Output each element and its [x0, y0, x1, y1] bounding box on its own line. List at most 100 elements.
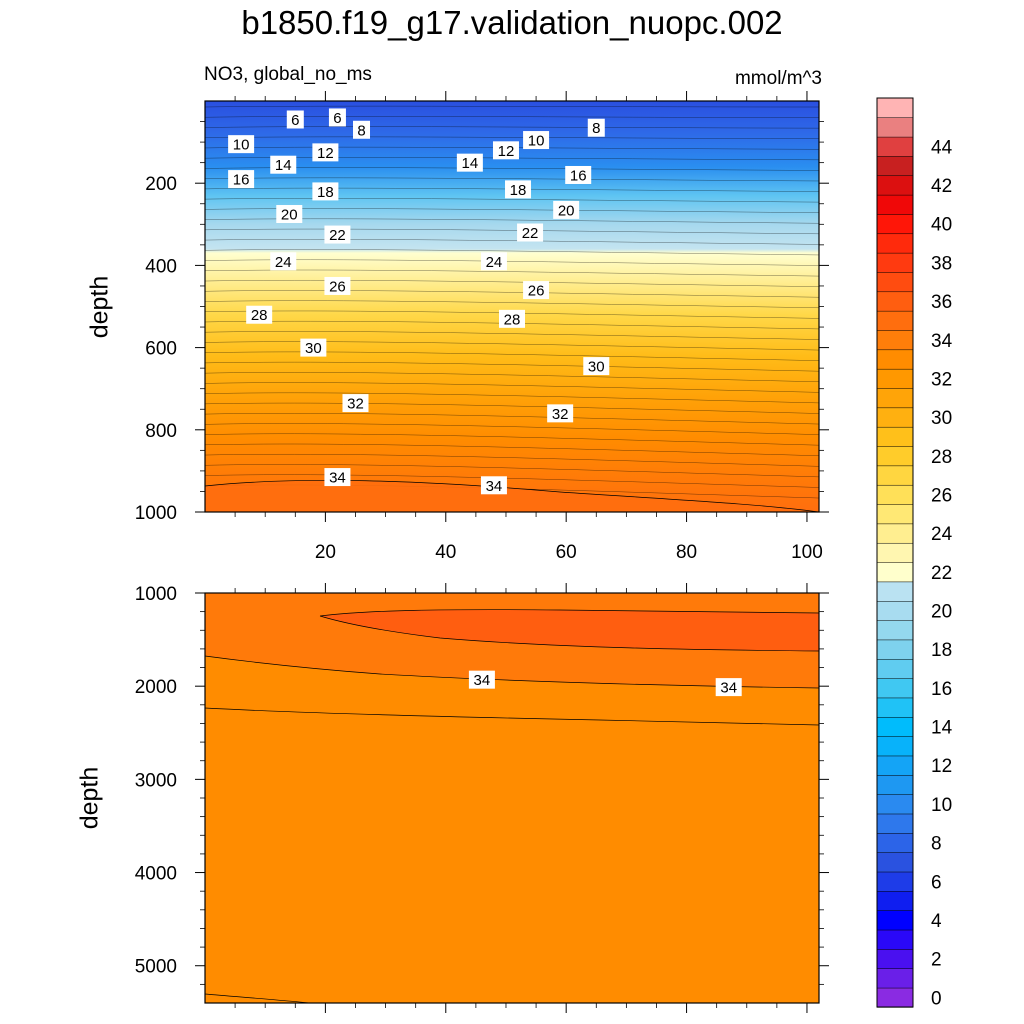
contour-line-35-lower — [319, 609, 820, 652]
colorbar-swatch — [876, 852, 914, 873]
lower-label-box — [468, 670, 495, 689]
colorbar-swatch — [876, 310, 914, 331]
upper-y-tick-label: 400 — [145, 256, 177, 277]
colorbar-swatch — [876, 291, 914, 312]
upper-label: 28 — [251, 307, 268, 324]
colorbar-tick-label: 38 — [931, 253, 952, 274]
upper-label-box — [276, 205, 303, 224]
lower-axis-ticks: 1000 2000 3000 4000 5000 — [135, 583, 829, 1013]
upper-label: 20 — [558, 202, 575, 219]
contour-line-upper — [204, 433, 820, 446]
upper-label-box — [300, 338, 327, 357]
contour-line-upper — [204, 341, 820, 351]
upper-label: 34 — [486, 478, 503, 495]
lower-y-tick-label: 3000 — [135, 770, 177, 791]
contour-line-upper — [204, 474, 820, 488]
colorbar-swatch — [876, 368, 914, 389]
upper-x-tick-label: 80 — [676, 542, 697, 563]
colorbar-swatch — [876, 252, 914, 273]
upper-label: 22 — [522, 225, 539, 242]
colorbar-frame — [876, 97, 914, 1008]
upper-label-box — [553, 200, 580, 219]
contour-line-upper — [204, 198, 820, 203]
contour-line-upper — [204, 382, 820, 393]
contour-line-upper — [204, 392, 820, 404]
colorbar-swatch — [876, 233, 914, 254]
upper-y-tick-label: 600 — [145, 339, 177, 360]
colorbar-swatch — [876, 697, 914, 718]
colorbar-swatch — [876, 600, 914, 621]
upper-label: 12 — [498, 143, 515, 160]
colorbar-tick-label: 42 — [931, 176, 952, 197]
lower-label-box — [715, 678, 742, 697]
upper-axis-ticks: 200 400 600 800 1000 20 40 60 80 100 — [135, 91, 829, 563]
contour-line-upper — [204, 208, 820, 213]
upper-label-box — [246, 305, 273, 324]
upper-label: 10 — [233, 137, 250, 154]
contour-line-upper — [204, 351, 820, 361]
colorbar-swatch — [876, 794, 914, 815]
upper-label: 30 — [305, 340, 322, 357]
contour-line-bottom-lower — [204, 993, 311, 1004]
contour-line-upper — [204, 453, 820, 467]
upper-label-box — [324, 276, 351, 295]
upper-label-box — [499, 309, 525, 328]
colorbar-swatch — [876, 561, 914, 583]
lower-panel: 34 34 1000 2000 3000 4000 5000 — [135, 583, 829, 1013]
colorbar: 0246810121416182022242628303234363840424… — [876, 97, 953, 1009]
colorbar-swatch — [876, 155, 914, 177]
colorbar-swatch — [876, 581, 914, 602]
upper-label: 6 — [291, 112, 299, 129]
upper-label-box — [492, 141, 519, 160]
upper-y-tick-label: 1000 — [135, 503, 177, 524]
colorbar-tick-label: 26 — [931, 485, 952, 506]
colorbar-tick-label: 2 — [931, 950, 942, 971]
colorbar-swatch — [876, 523, 914, 544]
contour-line-34-lower — [204, 655, 820, 689]
lower-y-tick-label: 5000 — [135, 957, 177, 978]
colorbar-tick-label: 4 — [931, 911, 942, 932]
colorbar-swatch — [876, 117, 914, 138]
colorbar-swatch — [876, 136, 914, 157]
upper-deep-region — [205, 480, 819, 512]
upper-label-box — [342, 394, 369, 413]
upper-label: 28 — [504, 311, 521, 328]
contour-line-upper — [204, 423, 820, 435]
colorbar-swatch — [876, 387, 914, 409]
upper-label-box — [517, 223, 544, 242]
colorbar-tick-label: 10 — [931, 795, 952, 816]
upper-label-box — [583, 357, 610, 376]
upper-label: 14 — [275, 157, 292, 174]
upper-label: 32 — [347, 396, 364, 413]
upper-label-box — [523, 131, 550, 150]
upper-label-box — [328, 108, 346, 127]
contour-line-upper — [204, 443, 820, 457]
colorbar-tick-label: 6 — [931, 872, 942, 893]
lower-contour-labels: 34 34 — [468, 670, 742, 697]
upper-panel-fill — [205, 101, 819, 512]
upper-label: 30 — [588, 359, 605, 376]
colorbar-swatch — [876, 987, 914, 1008]
colorbar-swatch — [876, 426, 914, 447]
upper-label-box — [270, 155, 297, 174]
colorbar-swatch — [876, 445, 914, 467]
colorbar-swatch — [876, 639, 914, 660]
colorbar-tick-label: 40 — [931, 215, 952, 236]
colorbar-tick-label: 14 — [931, 718, 953, 739]
colorbar-swatch — [876, 213, 914, 235]
colorbar-swatch — [876, 658, 914, 679]
colorbar-swatch — [876, 503, 914, 525]
colorbar-swatch — [876, 97, 914, 118]
upper-label-box — [353, 120, 371, 139]
upper-label: 24 — [486, 254, 503, 271]
colorbar-tick-label: 34 — [931, 331, 953, 352]
upper-label-box — [456, 153, 483, 172]
colorbar-tick-label: 20 — [931, 602, 952, 623]
contour-line-upper — [204, 249, 820, 256]
upper-label: 26 — [528, 283, 545, 300]
upper-x-tick-label: 40 — [435, 542, 456, 563]
contour-line-upper — [204, 464, 820, 478]
contour-line-upper — [204, 279, 820, 287]
